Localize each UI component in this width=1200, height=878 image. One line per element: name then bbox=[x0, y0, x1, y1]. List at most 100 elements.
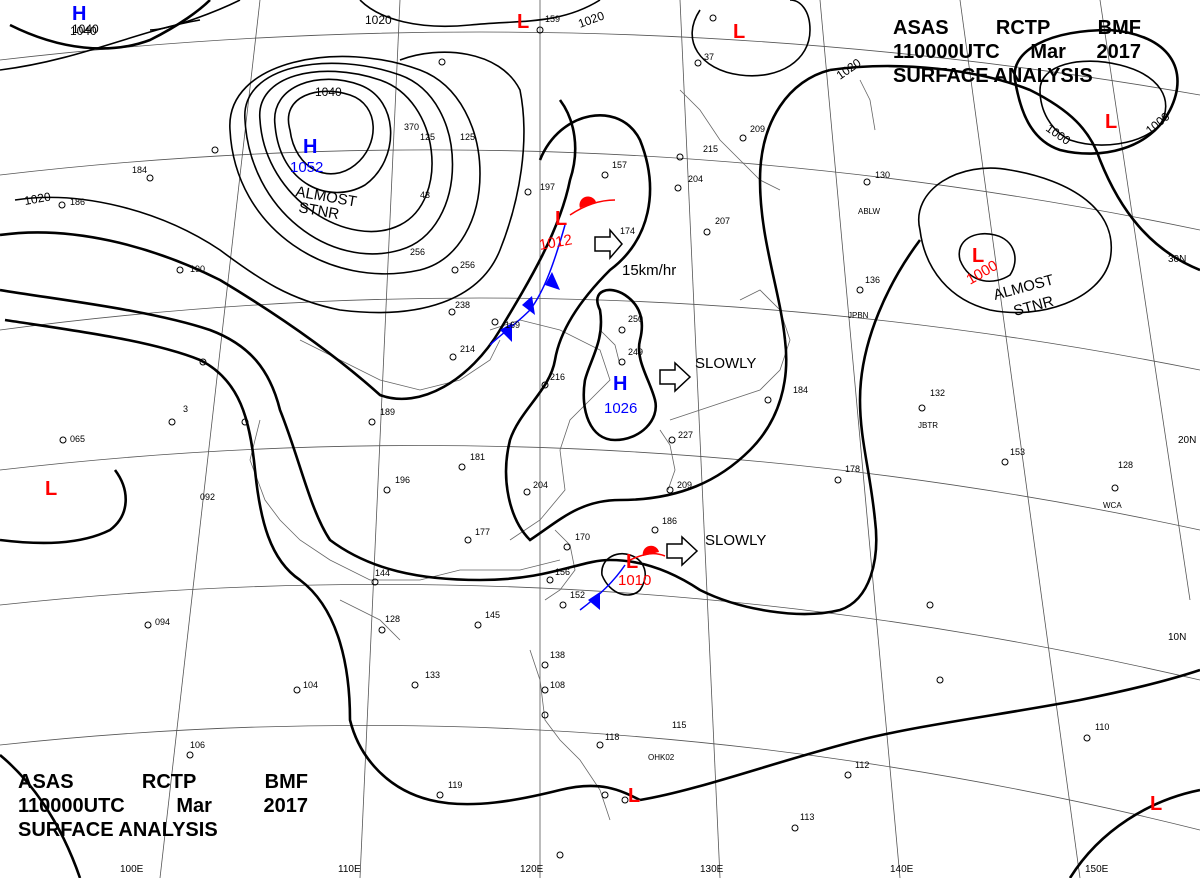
header-year: 2017 bbox=[263, 795, 308, 817]
svg-text:136: 136 bbox=[865, 275, 880, 285]
high-center-value: 1026 bbox=[604, 400, 637, 417]
svg-text:130: 130 bbox=[875, 170, 890, 180]
chart-header-bottom: ASAS RCTP BMF 110000UTC Mar 2017 SURFACE… bbox=[18, 770, 308, 842]
svg-text:184: 184 bbox=[132, 165, 147, 175]
svg-text:OHK02: OHK02 bbox=[648, 753, 675, 762]
isobar-label: 1040 bbox=[315, 85, 342, 99]
svg-text:133: 133 bbox=[425, 670, 440, 680]
header-line-3: SURFACE ANALYSIS bbox=[18, 818, 308, 842]
header-line-2: 110000UTC Mar 2017 bbox=[893, 40, 1141, 64]
lon-label: 100E bbox=[120, 864, 144, 875]
low-center-value: 1012 bbox=[538, 231, 574, 254]
svg-text:215: 215 bbox=[703, 144, 718, 154]
header-time: 110000UTC bbox=[18, 795, 125, 817]
svg-text:128: 128 bbox=[1118, 460, 1133, 470]
pressure-centers: H 1052 ALMOST STNR H 1040 L 1012 H 1026 … bbox=[45, 3, 1162, 815]
svg-text:153: 153 bbox=[1010, 447, 1025, 457]
movement-labels: 15km/hr SLOWLY SLOWLY bbox=[622, 262, 766, 549]
lon-label: 120E bbox=[520, 864, 544, 875]
warm-front-bump bbox=[579, 196, 596, 208]
longitude-lines bbox=[159, 0, 1191, 878]
svg-text:138: 138 bbox=[550, 650, 565, 660]
svg-text:118: 118 bbox=[605, 732, 619, 742]
svg-text:144: 144 bbox=[375, 568, 390, 578]
svg-text:JPBN: JPBN bbox=[848, 311, 869, 320]
svg-text:104: 104 bbox=[303, 680, 318, 690]
svg-text:125: 125 bbox=[460, 132, 475, 142]
cold-front-triangle bbox=[522, 296, 535, 315]
station-plots bbox=[58, 14, 1119, 859]
svg-text:181: 181 bbox=[470, 452, 485, 462]
svg-text:186: 186 bbox=[662, 516, 677, 526]
header-line-3: SURFACE ANALYSIS bbox=[893, 64, 1141, 88]
isobar-label: 1020 bbox=[365, 13, 392, 27]
center-note-2: STNR bbox=[297, 199, 340, 223]
svg-text:128: 128 bbox=[385, 614, 400, 624]
header-station: RCTP bbox=[995, 17, 1051, 39]
svg-text:37: 37 bbox=[704, 52, 714, 62]
svg-text:370: 370 bbox=[404, 122, 419, 132]
low-center-symbol: L bbox=[555, 208, 567, 230]
svg-text:43: 43 bbox=[420, 190, 430, 200]
svg-text:169: 169 bbox=[505, 320, 520, 330]
cold-front-triangle bbox=[588, 592, 600, 610]
fronts bbox=[489, 196, 666, 611]
header-line-1: ASAS RCTP BMF bbox=[893, 16, 1141, 40]
header-station: RCTP bbox=[141, 771, 197, 793]
lat-label: 30N bbox=[1168, 254, 1186, 265]
header-agency: ASAS bbox=[18, 771, 74, 793]
coastlines bbox=[249, 79, 876, 821]
svg-text:170: 170 bbox=[575, 532, 590, 542]
low-center-symbol: L bbox=[628, 785, 640, 807]
lat-label: 10N bbox=[1168, 632, 1186, 643]
header-code: BMF bbox=[264, 771, 308, 793]
movement-arrow-icon bbox=[659, 361, 692, 393]
cold-front-triangle bbox=[545, 272, 560, 290]
svg-text:238: 238 bbox=[455, 300, 470, 310]
svg-text:178: 178 bbox=[845, 464, 860, 474]
svg-text:112: 112 bbox=[855, 760, 869, 770]
header-code: BMF bbox=[1097, 17, 1141, 39]
svg-text:JBTR: JBTR bbox=[918, 421, 938, 430]
header-month: Mar bbox=[1030, 41, 1066, 63]
high-center-symbol: H bbox=[613, 373, 627, 395]
svg-text:207: 207 bbox=[715, 216, 730, 226]
svg-text:186: 186 bbox=[70, 197, 85, 207]
low-center-symbol: L bbox=[626, 551, 638, 573]
chart-header-top: ASAS RCTP BMF 110000UTC Mar 2017 SURFACE… bbox=[893, 16, 1141, 88]
svg-text:204: 204 bbox=[533, 480, 548, 490]
svg-text:204: 204 bbox=[688, 174, 703, 184]
movement-arrow-icon bbox=[594, 227, 623, 261]
svg-text:108: 108 bbox=[550, 680, 565, 690]
svg-text:196: 196 bbox=[395, 475, 410, 485]
high-center-symbol: H bbox=[72, 3, 86, 25]
svg-text:152: 152 bbox=[570, 590, 585, 600]
svg-text:256: 256 bbox=[460, 260, 475, 270]
header-title: SURFACE ANALYSIS bbox=[893, 65, 1093, 87]
station-ids: ABLW JPBN JBTR WCA OHK02 bbox=[648, 207, 1122, 762]
header-year: 2017 bbox=[1096, 41, 1141, 63]
svg-text:184: 184 bbox=[793, 385, 808, 395]
movement-speed: SLOWLY bbox=[705, 532, 766, 549]
lon-label: 110E bbox=[338, 864, 361, 875]
svg-text:145: 145 bbox=[485, 610, 500, 620]
svg-text:132: 132 bbox=[930, 388, 945, 398]
svg-text:094: 094 bbox=[155, 617, 170, 627]
svg-text:WCA: WCA bbox=[1103, 501, 1122, 510]
movement-arrow-icon bbox=[666, 535, 699, 567]
isobar-label: 1020 bbox=[23, 189, 52, 207]
low-center-value: 1010 bbox=[618, 572, 651, 589]
svg-text:209: 209 bbox=[677, 480, 692, 490]
high-center-symbol: H bbox=[303, 136, 317, 158]
cold-front bbox=[579, 564, 626, 611]
movement-speed: 15km/hr bbox=[622, 262, 676, 279]
low-center-symbol: L bbox=[45, 478, 57, 500]
low-center-symbol: L bbox=[517, 11, 529, 33]
header-title: SURFACE ANALYSIS bbox=[18, 819, 218, 841]
header-month: Mar bbox=[176, 795, 212, 817]
svg-text:3: 3 bbox=[183, 404, 188, 414]
latitude-lines bbox=[0, 31, 1200, 831]
